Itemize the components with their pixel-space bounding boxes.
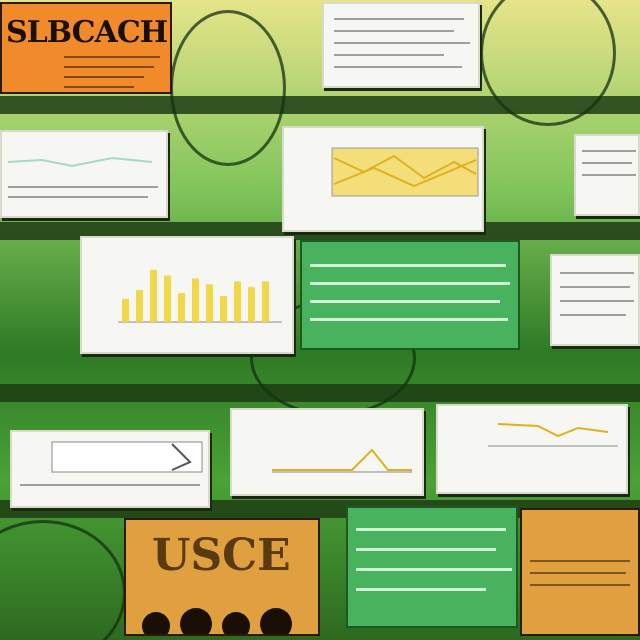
document-panel bbox=[10, 430, 210, 508]
bar-chart bbox=[118, 269, 282, 323]
bar bbox=[178, 293, 185, 322]
text-line bbox=[64, 76, 144, 78]
document-panel bbox=[322, 2, 480, 88]
text-line bbox=[310, 264, 506, 267]
text-line bbox=[356, 588, 486, 591]
bar bbox=[206, 284, 213, 322]
document-panel bbox=[0, 130, 168, 218]
mini-line-chart bbox=[7, 156, 153, 168]
bar bbox=[122, 298, 129, 322]
text-line bbox=[560, 286, 630, 288]
poster-top-left: SLBCACH bbox=[0, 2, 172, 94]
text-line bbox=[310, 318, 508, 321]
text-line bbox=[560, 272, 634, 274]
text-line bbox=[560, 314, 626, 316]
heatmap-chart bbox=[331, 147, 479, 197]
text-line bbox=[560, 300, 634, 302]
document-panel bbox=[574, 134, 640, 216]
text-line bbox=[582, 150, 636, 152]
text-line bbox=[334, 66, 462, 68]
text-line bbox=[64, 86, 134, 88]
vine-decoration bbox=[170, 10, 286, 166]
text-line bbox=[530, 560, 630, 562]
bar bbox=[164, 275, 171, 322]
text-line bbox=[334, 18, 464, 20]
vine-decoration bbox=[0, 520, 126, 640]
line-chart-panel bbox=[436, 404, 628, 494]
text-line bbox=[356, 548, 496, 551]
text-board-panel bbox=[300, 240, 520, 350]
silhouette-group bbox=[142, 608, 292, 634]
line-chart bbox=[488, 423, 618, 447]
shelf bbox=[0, 96, 640, 114]
text-line bbox=[310, 282, 510, 285]
text-line bbox=[530, 584, 630, 586]
text-line bbox=[356, 528, 506, 531]
text-line bbox=[356, 568, 512, 571]
poster-bottom: USCE bbox=[124, 518, 320, 636]
bar bbox=[220, 295, 227, 322]
text-line bbox=[310, 300, 500, 303]
text-line bbox=[8, 196, 148, 198]
text-line bbox=[582, 162, 632, 164]
heatmap-panel bbox=[282, 126, 484, 232]
bar bbox=[192, 278, 199, 322]
poster-title: SLBCACH bbox=[6, 15, 168, 50]
vine-decoration bbox=[480, 0, 616, 126]
text-line bbox=[20, 484, 200, 486]
bar bbox=[262, 281, 269, 322]
line-chart-panel bbox=[230, 408, 424, 496]
text-line bbox=[64, 66, 154, 68]
text-line bbox=[334, 54, 444, 56]
bar-chart-panel bbox=[80, 236, 294, 354]
text-line bbox=[334, 42, 470, 44]
poster-title: USCE bbox=[152, 530, 291, 581]
bar bbox=[234, 281, 241, 322]
mini-chart bbox=[51, 441, 203, 473]
line-chart bbox=[272, 448, 412, 473]
text-line bbox=[64, 56, 160, 58]
bar bbox=[150, 269, 157, 322]
bar bbox=[248, 287, 255, 322]
bar bbox=[136, 290, 143, 322]
text-line bbox=[8, 186, 158, 188]
text-line bbox=[334, 30, 454, 32]
text-line bbox=[530, 572, 626, 574]
document-panel bbox=[550, 254, 640, 346]
text-board-panel bbox=[346, 506, 518, 628]
text-line bbox=[582, 174, 636, 176]
poster-bottom-right bbox=[520, 508, 640, 636]
